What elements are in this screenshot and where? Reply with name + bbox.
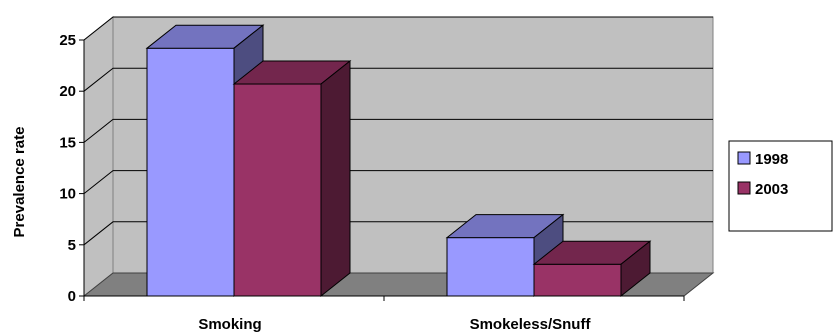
legend-label: 2003 [755, 181, 788, 198]
bar [532, 240, 652, 298]
y-axis-title: Prevalence rate [11, 127, 28, 238]
bar-front [146, 47, 235, 297]
y-tick-label: 5 [68, 237, 76, 254]
legend-item: 1998 [737, 151, 788, 168]
legend-label: 1998 [755, 151, 788, 168]
legend: 1998 2003 [728, 140, 833, 232]
bar-front [233, 83, 322, 297]
bar-front [446, 237, 535, 297]
x-category-label: Smoking [198, 316, 261, 333]
bar-side [620, 240, 651, 298]
gridline [83, 118, 713, 143]
bar-side [320, 59, 351, 298]
legend-swatch [737, 181, 751, 195]
bar-front [533, 263, 622, 297]
gridline [83, 16, 713, 41]
legend-swatch [737, 151, 751, 165]
y-tick-label: 15 [59, 134, 76, 151]
bar [232, 59, 352, 298]
gridline [83, 170, 713, 194]
gridline [83, 67, 713, 92]
y-tick-label: 10 [59, 186, 76, 203]
y-tick-label: 25 [59, 32, 76, 49]
x-category-label: Smokeless/Snuff [470, 316, 592, 333]
legend-item: 2003 [737, 181, 788, 198]
y-tick-label: 0 [68, 288, 76, 305]
side-wall [83, 15, 114, 298]
y-tick-label: 20 [59, 83, 76, 100]
